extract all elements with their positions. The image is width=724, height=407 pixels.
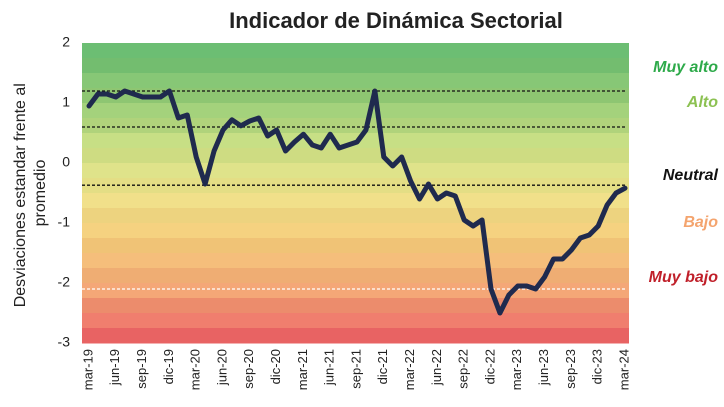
- zone-label: Alto: [686, 94, 718, 111]
- x-tick-label: jun-20: [214, 349, 229, 386]
- y-tick-label: 2: [62, 34, 70, 50]
- x-tick-label: dic-20: [268, 349, 283, 384]
- background-band: [82, 253, 629, 269]
- background-band: [82, 223, 629, 239]
- y-tick-label: -3: [58, 334, 71, 350]
- background-band: [82, 193, 629, 209]
- x-tick-label: dic-21: [375, 349, 390, 384]
- background-band: [82, 208, 629, 224]
- background-band: [82, 178, 629, 194]
- background-band: [82, 283, 629, 299]
- y-axis-title-line: Desviaciones estandar frente al: [12, 83, 29, 307]
- x-tick-label: sep-21: [348, 349, 363, 389]
- chart-title: Indicador de Dinámica Sectorial: [229, 8, 563, 33]
- x-tick-label: mar-20: [188, 349, 203, 390]
- background-band: [82, 298, 629, 314]
- x-tick-label: dic-22: [482, 349, 497, 384]
- background-band: [82, 238, 629, 254]
- x-tick-label: mar-21: [295, 349, 310, 390]
- background-band: [82, 88, 629, 104]
- y-axis-title: Desviaciones estandar frente al promedio: [12, 79, 49, 308]
- background-band: [82, 148, 629, 164]
- zone-label: Neutral: [663, 167, 719, 184]
- x-tick-label: jun-21: [322, 349, 337, 386]
- y-tick-label: -2: [58, 274, 71, 290]
- x-tick-label: mar-24: [616, 349, 631, 390]
- zone-label: Bajo: [683, 214, 718, 231]
- background-band: [82, 328, 629, 344]
- x-tick-label: dic-23: [590, 349, 605, 384]
- background-band: [82, 163, 629, 179]
- data-line: [86, 88, 628, 316]
- x-tick-label: sep-19: [134, 349, 149, 389]
- x-tick-label: sep-20: [241, 349, 256, 389]
- y-tick-label: 0: [62, 154, 70, 170]
- x-tick-label: mar-19: [80, 349, 95, 390]
- x-tick-label: jun-19: [107, 349, 122, 386]
- background-band: [82, 313, 629, 329]
- zone-label: Muy bajo: [649, 269, 719, 286]
- x-tick-label: sep-22: [456, 349, 471, 389]
- background-band: [82, 103, 629, 119]
- background-band: [82, 58, 629, 74]
- y-axis-title-line: promedio: [32, 160, 49, 227]
- x-tick-label: jun-22: [429, 349, 444, 386]
- x-tick-label: mar-22: [402, 349, 417, 390]
- x-tick-label: dic-19: [161, 349, 176, 384]
- y-tick-label: -1: [58, 214, 71, 230]
- x-tick-label: mar-23: [509, 349, 524, 390]
- zone-label: Muy alto: [653, 59, 718, 76]
- x-tick-label: sep-23: [563, 349, 578, 389]
- background-band: [82, 73, 629, 89]
- background-band: [82, 43, 629, 59]
- background-band: [82, 118, 629, 134]
- x-tick-label: jun-23: [536, 349, 551, 386]
- y-tick-label: 1: [62, 94, 70, 110]
